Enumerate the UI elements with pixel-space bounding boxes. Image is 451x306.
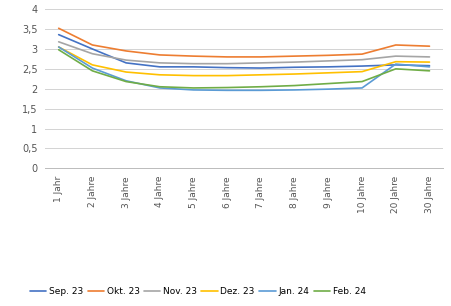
Feb. 24 — [359, 80, 364, 84]
Nov. 23 — [359, 58, 364, 62]
Jan. 24 — [123, 79, 129, 83]
Okt. 23 — [224, 55, 230, 59]
Okt. 23 — [89, 43, 95, 47]
Sep. 23 — [89, 47, 95, 51]
Nov. 23 — [426, 55, 431, 59]
Dez. 23 — [258, 73, 263, 77]
Nov. 23 — [190, 62, 196, 65]
Dez. 23 — [392, 60, 398, 64]
Feb. 24 — [258, 85, 263, 89]
Okt. 23 — [258, 55, 263, 59]
Line: Sep. 23: Sep. 23 — [59, 35, 428, 68]
Okt. 23 — [359, 52, 364, 56]
Sep. 23 — [258, 66, 263, 70]
Nov. 23 — [392, 54, 398, 58]
Jan. 24 — [56, 45, 61, 49]
Nov. 23 — [258, 61, 263, 65]
Jan. 24 — [359, 86, 364, 90]
Dez. 23 — [426, 60, 431, 64]
Dez. 23 — [56, 45, 61, 49]
Feb. 24 — [325, 82, 330, 85]
Legend: Sep. 23, Okt. 23, Nov. 23, Dez. 23, Jan. 24, Feb. 24: Sep. 23, Okt. 23, Nov. 23, Dez. 23, Jan.… — [30, 287, 365, 297]
Feb. 24 — [224, 86, 230, 89]
Dez. 23 — [123, 70, 129, 74]
Feb. 24 — [123, 80, 129, 84]
Dez. 23 — [89, 63, 95, 67]
Okt. 23 — [291, 54, 297, 58]
Feb. 24 — [426, 69, 431, 73]
Jan. 24 — [325, 87, 330, 91]
Feb. 24 — [89, 69, 95, 73]
Jan. 24 — [392, 62, 398, 66]
Sep. 23 — [157, 65, 162, 69]
Nov. 23 — [291, 60, 297, 64]
Dez. 23 — [359, 70, 364, 73]
Okt. 23 — [392, 43, 398, 47]
Jan. 24 — [89, 66, 95, 70]
Nov. 23 — [56, 40, 61, 44]
Line: Okt. 23: Okt. 23 — [59, 28, 428, 57]
Okt. 23 — [325, 54, 330, 57]
Dez. 23 — [224, 74, 230, 77]
Feb. 24 — [190, 86, 196, 90]
Sep. 23 — [56, 33, 61, 36]
Line: Feb. 24: Feb. 24 — [59, 50, 428, 88]
Feb. 24 — [392, 67, 398, 71]
Jan. 24 — [190, 88, 196, 92]
Dez. 23 — [291, 72, 297, 76]
Nov. 23 — [224, 62, 230, 65]
Jan. 24 — [426, 65, 431, 69]
Okt. 23 — [157, 53, 162, 57]
Feb. 24 — [291, 84, 297, 88]
Line: Dez. 23: Dez. 23 — [59, 47, 428, 76]
Feb. 24 — [56, 48, 61, 52]
Dez. 23 — [325, 71, 330, 75]
Dez. 23 — [190, 74, 196, 77]
Line: Jan. 24: Jan. 24 — [59, 47, 428, 90]
Jan. 24 — [157, 86, 162, 90]
Feb. 24 — [157, 85, 162, 89]
Sep. 23 — [392, 63, 398, 67]
Sep. 23 — [291, 65, 297, 69]
Okt. 23 — [190, 54, 196, 58]
Sep. 23 — [190, 65, 196, 69]
Jan. 24 — [291, 88, 297, 92]
Sep. 23 — [123, 61, 129, 65]
Jan. 24 — [224, 88, 230, 92]
Nov. 23 — [157, 61, 162, 65]
Line: Nov. 23: Nov. 23 — [59, 42, 428, 64]
Nov. 23 — [123, 58, 129, 62]
Sep. 23 — [359, 64, 364, 68]
Sep. 23 — [426, 64, 431, 68]
Okt. 23 — [123, 49, 129, 53]
Okt. 23 — [56, 26, 61, 30]
Nov. 23 — [325, 59, 330, 63]
Sep. 23 — [224, 66, 230, 69]
Nov. 23 — [89, 52, 95, 56]
Dez. 23 — [157, 73, 162, 77]
Jan. 24 — [258, 88, 263, 92]
Sep. 23 — [325, 65, 330, 69]
Okt. 23 — [426, 44, 431, 48]
